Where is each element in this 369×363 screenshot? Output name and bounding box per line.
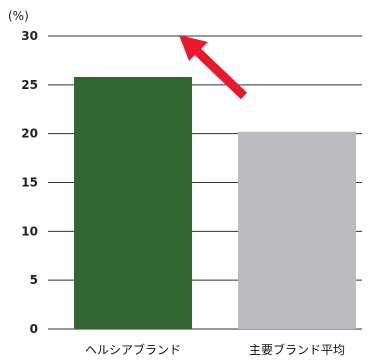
category-label: 主要ブランド平均 xyxy=(249,342,345,357)
y-tick-labels: 0 5 10 15 20 25 30 xyxy=(21,29,38,336)
arrow-head xyxy=(179,35,208,61)
arrow-shaft xyxy=(194,48,248,100)
y-tick-label: 15 xyxy=(21,176,38,190)
y-tick-label: 30 xyxy=(21,29,38,43)
bar xyxy=(238,131,356,329)
y-unit-label: (%) xyxy=(8,9,29,23)
bar xyxy=(74,77,192,330)
y-tick-label: 10 xyxy=(21,224,38,238)
category-label: ヘルシアブランド xyxy=(85,342,181,357)
x-tick-labels: ヘルシアブランド 主要ブランド平均 xyxy=(85,342,345,357)
y-tick-label: 25 xyxy=(21,78,38,92)
y-tick-label: 20 xyxy=(21,127,38,141)
bars xyxy=(74,77,356,330)
annotation-arrow xyxy=(179,35,248,100)
y-tick-label: 5 xyxy=(30,273,38,287)
y-tick-label: 0 xyxy=(30,322,38,336)
